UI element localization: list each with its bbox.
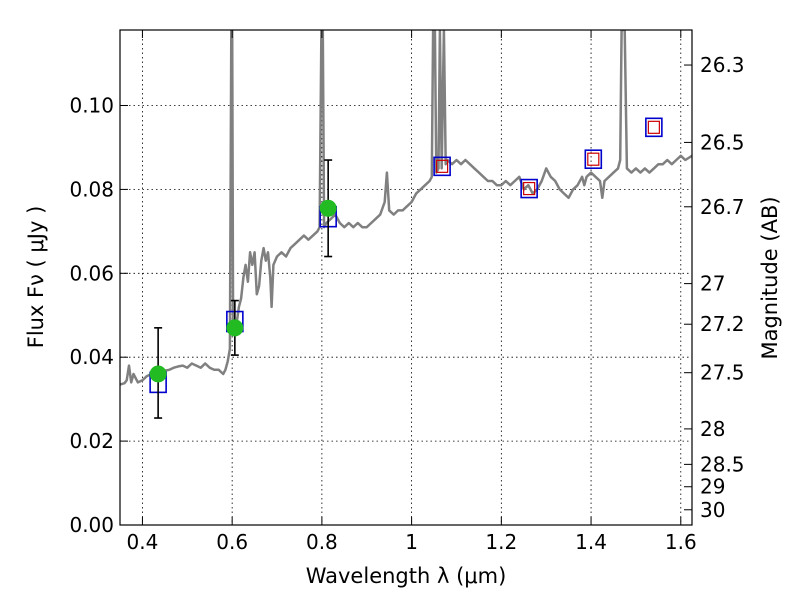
model-photometry-marker bbox=[645, 117, 663, 138]
observed-upper-marker bbox=[587, 152, 600, 166]
observed-photometry-point bbox=[226, 319, 244, 337]
model-photometry-marker bbox=[433, 156, 451, 177]
observed-upper-marker bbox=[523, 181, 536, 196]
y-tick-label: 0.00 bbox=[69, 513, 114, 537]
axes: 0.4 0.6 0.8 1 1.2 1.4 1.6 0.00 0.02 0.04 0.06 0.08 0… bbox=[69, 30, 745, 554]
x-tick-label: 1 bbox=[405, 530, 418, 554]
x-tick-label: 0.8 bbox=[306, 530, 338, 554]
mag-tick-label: 29 bbox=[700, 475, 725, 499]
x-tick-label: 1.6 bbox=[665, 530, 697, 554]
y2-axis-label: Magnitude (AB) bbox=[758, 196, 782, 359]
observed-photometry-point bbox=[149, 365, 167, 383]
model-photometry-marker bbox=[584, 149, 603, 170]
observed-upper-marker bbox=[647, 120, 660, 134]
x-tick-label: 0.6 bbox=[216, 530, 248, 554]
axis-labels: Wavelength λ (μm) Flux Fν ( μJy ) Magnit… bbox=[24, 196, 782, 588]
y-tick-label: 0.10 bbox=[69, 94, 114, 118]
mag-tick-label: 28.5 bbox=[700, 452, 745, 476]
x-axis-label: Wavelength λ (μm) bbox=[306, 564, 507, 588]
grid bbox=[120, 30, 692, 526]
mag-tick-label: 30 bbox=[700, 498, 725, 522]
mag-tick-label: 26.5 bbox=[700, 130, 745, 154]
y-tick-label: 0.06 bbox=[69, 261, 114, 285]
observed-upper-marker bbox=[436, 159, 449, 173]
mag-tick-label: 27 bbox=[700, 272, 725, 296]
model-photometry-marker bbox=[520, 178, 538, 199]
plot-area bbox=[120, 30, 692, 419]
mag-tick-label: 27.5 bbox=[700, 361, 745, 385]
y-tick-label: 0.04 bbox=[69, 345, 114, 369]
mag-tick-label: 28 bbox=[700, 417, 725, 441]
x-tick-label: 0.4 bbox=[127, 530, 159, 554]
y-axis-label: Flux Fν ( μJy ) bbox=[24, 206, 48, 349]
x-tick-label: 1.2 bbox=[485, 530, 517, 554]
observed-photometry-point bbox=[319, 199, 337, 217]
mag-tick-label: 26.3 bbox=[700, 53, 745, 77]
y-tick-label: 0.08 bbox=[69, 177, 114, 201]
x-tick-label: 1.4 bbox=[575, 530, 607, 554]
mag-tick-label: 27.2 bbox=[700, 312, 745, 336]
y-tick-label: 0.02 bbox=[69, 429, 114, 453]
spectrum-line bbox=[120, 30, 692, 386]
plot-frame bbox=[119, 29, 693, 526]
mag-tick-label: 26.7 bbox=[700, 195, 745, 219]
